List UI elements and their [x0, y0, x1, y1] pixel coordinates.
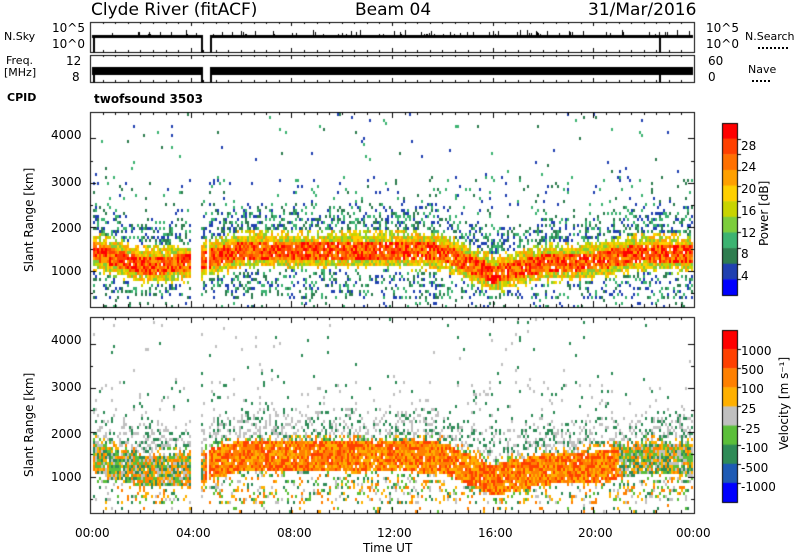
xtick-2000: 20:00: [578, 526, 613, 540]
nsky-tick-top: 10^5: [52, 21, 85, 35]
cpid-label: CPID: [7, 91, 37, 104]
cpid-text: twofsound 3503: [94, 92, 203, 106]
nsearch-legend-dots: [758, 47, 788, 49]
velocity-ytick-4000: 4000: [51, 333, 82, 347]
velocity-ytick-3000: 3000: [51, 380, 82, 394]
freq-unit-label: [MHz]: [4, 66, 37, 79]
beam-title: Beam 04: [355, 0, 432, 20]
velocity-ytick-2000: 2000: [51, 427, 82, 441]
nave-legend-dots: [752, 80, 770, 82]
vel-cbar-tick-500: 500: [741, 363, 764, 377]
power-colorbar-label: Power [dB]: [757, 180, 771, 246]
power-cbar-tick-28: 28: [741, 139, 757, 153]
vel-cbar-tick-1000: 1000: [741, 344, 772, 358]
power-cbar-tick-8: 8: [741, 247, 749, 261]
xtick-2400: 00:00: [676, 526, 711, 540]
power-ytick-1000: 1000: [51, 264, 82, 278]
power-cbar-tick-16: 16: [741, 204, 757, 218]
freq-tick-top: 12: [66, 54, 82, 68]
freq-tick-bottom: 8: [72, 70, 80, 84]
vel-cbar-tick-100: 100: [741, 382, 764, 396]
xtick-1200: 12:00: [377, 526, 412, 540]
freq-label: Freq.: [6, 54, 34, 67]
velocity-ylabel: Slant Range [km]: [22, 372, 36, 477]
station-title: Clyde River (fitACF): [91, 0, 258, 20]
vel-cbar-tick-25: 25: [741, 402, 757, 416]
xtick-0800: 08:00: [277, 526, 312, 540]
nsearch-tick-top: 10^5: [706, 21, 739, 35]
velocity-ytick-1000: 1000: [51, 470, 82, 484]
vel-cbar-tick-neg25: -25: [741, 422, 761, 436]
power-cbar-tick-20: 20: [741, 182, 757, 196]
nsky-label: N.Sky: [4, 30, 36, 43]
xtick-1600: 16:00: [478, 526, 513, 540]
nave-tick-top: 60: [708, 54, 724, 68]
nave-tick-bottom: 0: [708, 70, 716, 84]
power-ytick-3000: 3000: [51, 175, 82, 189]
power-ytick-4000: 4000: [51, 128, 82, 142]
power-cbar-tick-24: 24: [741, 160, 757, 174]
date-title: 31/Mar/2016: [588, 0, 697, 20]
power-ytick-2000: 2000: [51, 221, 82, 235]
velocity-colorbar-label: Velocity [m s⁻¹]: [777, 356, 791, 450]
power-cbar-tick-4: 4: [741, 269, 749, 283]
nave-label: Nave: [748, 63, 777, 76]
vel-cbar-tick-neg100: -100: [741, 441, 769, 455]
xtick-0400: 04:00: [176, 526, 211, 540]
power-ylabel: Slant Range [km]: [22, 167, 36, 272]
power-cbar-tick-12: 12: [741, 226, 757, 240]
vel-cbar-tick-neg1000: -1000: [741, 480, 776, 494]
x-axis-label: Time UT: [363, 541, 413, 555]
nsearch-tick-bottom: 10^0: [706, 37, 739, 51]
nsky-tick-bottom: 10^0: [52, 37, 85, 51]
vel-cbar-tick-neg500: -500: [741, 461, 769, 475]
xtick-0000: 00:00: [75, 526, 110, 540]
nsearch-label: N.Search: [745, 30, 795, 43]
